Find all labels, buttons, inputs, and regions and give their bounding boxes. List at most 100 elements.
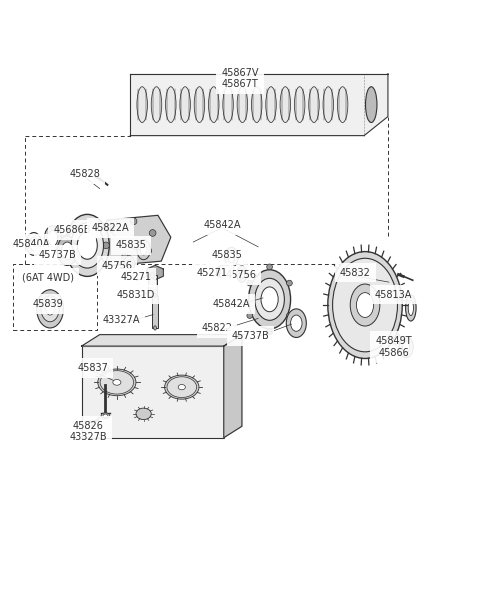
Ellipse shape xyxy=(266,87,276,122)
Ellipse shape xyxy=(101,413,110,418)
Ellipse shape xyxy=(136,408,151,420)
Ellipse shape xyxy=(228,252,235,262)
Circle shape xyxy=(385,301,392,309)
Text: 45822A: 45822A xyxy=(91,223,129,233)
Text: 45271: 45271 xyxy=(120,272,152,282)
Ellipse shape xyxy=(249,269,290,329)
Ellipse shape xyxy=(399,336,413,358)
Ellipse shape xyxy=(406,295,416,321)
Ellipse shape xyxy=(167,377,197,398)
Ellipse shape xyxy=(408,300,413,316)
Text: 45832: 45832 xyxy=(340,268,371,278)
Ellipse shape xyxy=(154,326,156,330)
Ellipse shape xyxy=(30,237,38,251)
Ellipse shape xyxy=(208,87,219,122)
Text: 45867V
45867T: 45867V 45867T xyxy=(221,67,259,89)
Ellipse shape xyxy=(127,259,132,268)
Ellipse shape xyxy=(65,215,109,277)
Ellipse shape xyxy=(350,284,380,326)
Circle shape xyxy=(121,254,128,261)
Text: 45831D: 45831D xyxy=(117,290,155,300)
Ellipse shape xyxy=(237,87,248,122)
Circle shape xyxy=(287,313,292,319)
Ellipse shape xyxy=(154,293,156,298)
Text: 43327A: 43327A xyxy=(103,316,140,325)
Ellipse shape xyxy=(98,369,136,396)
Ellipse shape xyxy=(137,87,147,122)
Ellipse shape xyxy=(240,269,244,278)
Ellipse shape xyxy=(36,290,63,328)
Text: 45737B: 45737B xyxy=(39,250,77,260)
Ellipse shape xyxy=(323,87,334,122)
Ellipse shape xyxy=(140,245,147,255)
Text: 45835: 45835 xyxy=(116,241,146,251)
Circle shape xyxy=(103,242,109,249)
Polygon shape xyxy=(82,335,242,346)
Text: 45813A: 45813A xyxy=(375,290,412,300)
Text: 45686B: 45686B xyxy=(53,225,91,235)
Polygon shape xyxy=(224,335,242,438)
Text: 45822: 45822 xyxy=(202,323,233,333)
Ellipse shape xyxy=(178,385,185,389)
Ellipse shape xyxy=(294,87,305,122)
Polygon shape xyxy=(130,74,388,135)
Polygon shape xyxy=(216,265,233,279)
Circle shape xyxy=(341,317,348,324)
Ellipse shape xyxy=(124,256,134,272)
Ellipse shape xyxy=(357,293,373,317)
Ellipse shape xyxy=(223,87,233,122)
Ellipse shape xyxy=(280,87,290,122)
Ellipse shape xyxy=(403,342,409,353)
Ellipse shape xyxy=(333,258,397,352)
Text: 45839: 45839 xyxy=(33,299,63,309)
Bar xyxy=(148,275,157,296)
Polygon shape xyxy=(147,265,163,280)
Text: 45737B: 45737B xyxy=(232,331,269,341)
Ellipse shape xyxy=(252,87,262,122)
Ellipse shape xyxy=(290,315,302,332)
Ellipse shape xyxy=(46,303,54,315)
Circle shape xyxy=(378,327,384,333)
Circle shape xyxy=(340,288,347,295)
Circle shape xyxy=(376,275,383,282)
Bar xyxy=(152,296,158,328)
Ellipse shape xyxy=(309,87,319,122)
Ellipse shape xyxy=(151,273,155,278)
Text: (6AT 4WD): (6AT 4WD) xyxy=(22,272,74,282)
Ellipse shape xyxy=(365,87,377,122)
Text: 45849T
45866: 45849T 45866 xyxy=(375,336,412,358)
Ellipse shape xyxy=(328,252,402,359)
Ellipse shape xyxy=(137,240,150,259)
Ellipse shape xyxy=(103,414,108,417)
Circle shape xyxy=(247,280,252,286)
Ellipse shape xyxy=(77,232,97,259)
Text: 45756: 45756 xyxy=(101,261,132,271)
Ellipse shape xyxy=(113,379,121,385)
Text: 45840A: 45840A xyxy=(12,239,49,249)
Circle shape xyxy=(356,269,362,276)
Ellipse shape xyxy=(26,232,41,255)
Circle shape xyxy=(130,218,137,225)
Ellipse shape xyxy=(225,247,238,267)
Circle shape xyxy=(247,313,252,319)
Circle shape xyxy=(149,230,156,236)
Circle shape xyxy=(287,280,292,286)
Ellipse shape xyxy=(48,230,58,246)
Ellipse shape xyxy=(100,371,133,394)
Bar xyxy=(82,346,224,438)
Ellipse shape xyxy=(237,266,247,282)
Ellipse shape xyxy=(194,87,204,122)
Ellipse shape xyxy=(337,87,348,122)
Text: 45842A: 45842A xyxy=(203,220,240,230)
Polygon shape xyxy=(93,215,171,266)
Text: 45842A: 45842A xyxy=(213,299,250,309)
Text: 45756: 45756 xyxy=(226,271,256,281)
Ellipse shape xyxy=(255,278,284,320)
Text: 45271: 45271 xyxy=(197,268,228,278)
Ellipse shape xyxy=(151,87,162,122)
Circle shape xyxy=(358,335,364,341)
Ellipse shape xyxy=(61,242,73,259)
Circle shape xyxy=(145,248,152,254)
Circle shape xyxy=(267,264,273,269)
Text: 45837: 45837 xyxy=(78,363,108,373)
